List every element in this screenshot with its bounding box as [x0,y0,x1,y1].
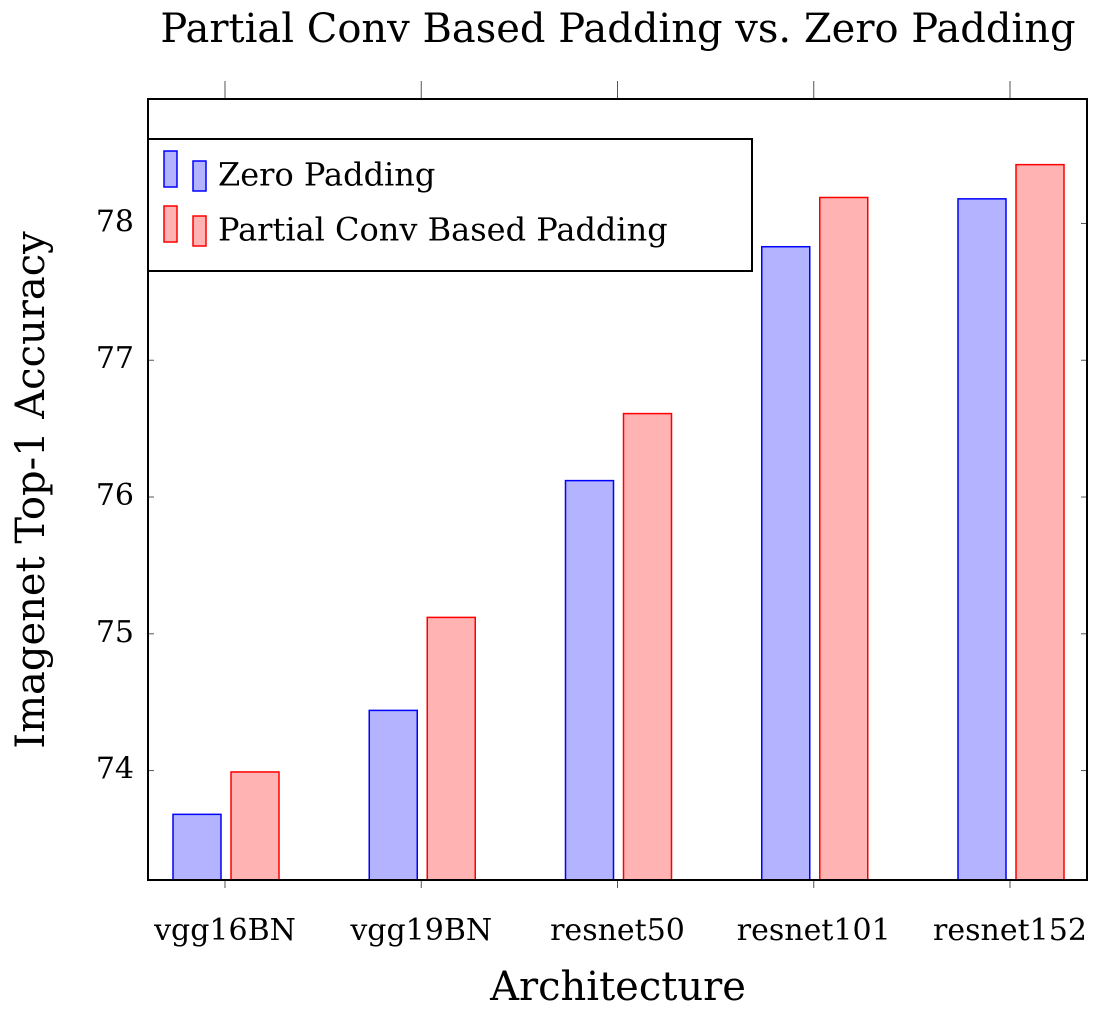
x-tick-label: resnet152 [933,913,1087,948]
plot-frame [147,98,1088,881]
legend-label: Partial Conv Based Padding [218,211,668,249]
x-tick-label: resnet50 [550,913,685,948]
x-tick-label: vgg16BN [153,913,296,948]
y-tick-label: 75 [96,615,134,650]
legend-box [147,138,753,272]
bar [564,479,615,881]
legend-swatch [192,160,207,192]
legend-swatch [163,205,178,243]
bar [1015,163,1065,881]
x-tick-label: vgg19BN [349,913,492,948]
bar [819,196,869,881]
x-tick-label: resnet101 [737,913,891,948]
x-axis-label: Architecture [489,964,746,1010]
bar [622,412,673,881]
bar [368,709,418,881]
y-tick-label: 78 [96,204,134,239]
bar [426,616,476,881]
legend-swatch [163,150,178,188]
bar [957,198,1007,881]
legend-swatch [192,215,207,247]
chart-title: Partial Conv Based Padding vs. Zero Padd… [160,6,1075,52]
y-tick-label: 76 [96,478,134,513]
bar [230,771,280,881]
bar [172,813,222,881]
y-axis-label: Imagenet Top-1 Accuracy [8,231,54,749]
bar [761,245,811,881]
y-tick-label: 77 [96,341,134,376]
y-tick-label: 74 [96,752,134,787]
legend-label: Zero Padding [218,156,435,194]
